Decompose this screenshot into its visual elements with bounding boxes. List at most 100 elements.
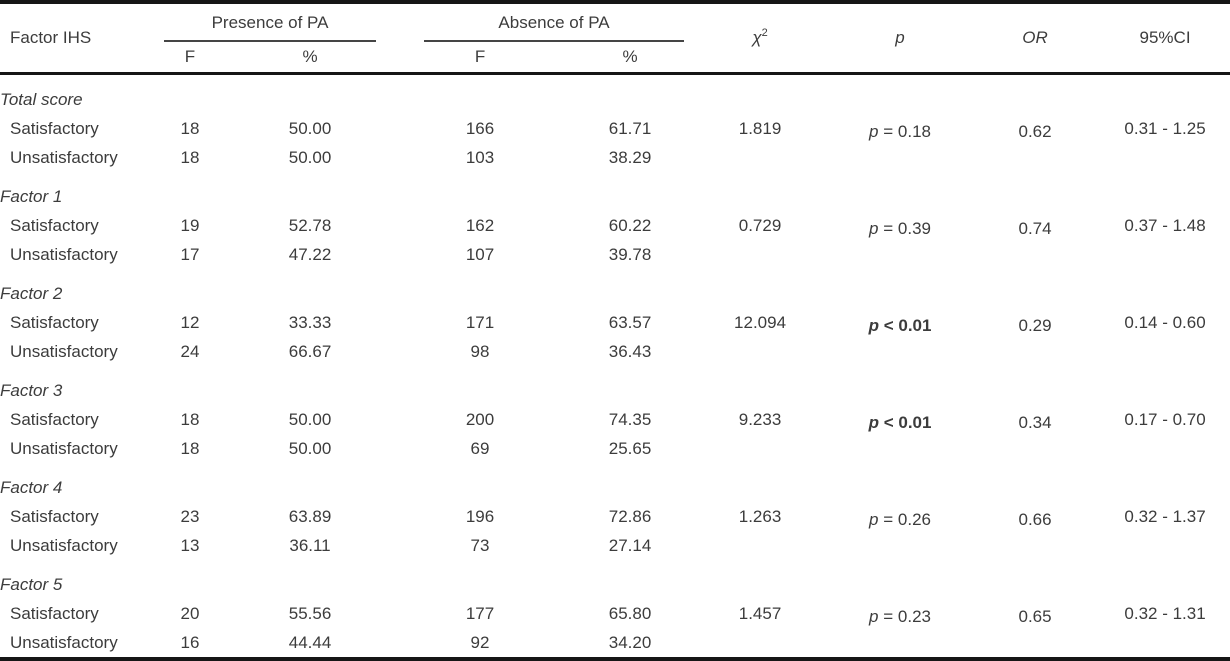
group-label: Factor 1 [0,186,63,206]
empty-cell [830,434,970,463]
presence-f-cell: 18 [180,438,200,458]
empty-cell [690,337,830,366]
absence-f-cell: 171 [465,312,495,332]
ci-cell: 0.17 - 0.70 [1124,409,1206,429]
presence-of-pa-group-header: Presence of PA [150,2,390,42]
table-row: Unsatisfactory 16 44.44 92 34.20 [0,628,1230,659]
group-label: Factor 4 [0,477,63,497]
presence-pct-cell: 50.00 [288,409,332,429]
presence-pct-cell: 52.78 [288,215,332,235]
row-label: Satisfactory [10,409,99,429]
presence-f-cell: 18 [180,147,200,167]
group-label-row: Factor 1 [0,172,1230,211]
or-cell: 0.62 [1018,121,1052,141]
row-label: Unsatisfactory [10,341,118,361]
group-label-row: Total score [0,74,1230,115]
absence-pct-cell: 63.57 [608,312,652,332]
row-label: Unsatisfactory [10,535,118,555]
absence-pct-cell: 61.71 [608,118,652,138]
presence-f-subheader: F [184,47,196,66]
absence-pct-cell: 60.22 [608,215,652,235]
presence-pct-cell: 36.11 [289,535,331,555]
empty-cell [970,434,1100,463]
chi-square-cell: 1.457 [738,603,782,623]
absence-pct-cell: 34.20 [608,632,652,652]
empty-cell [690,143,830,172]
empty-cell [690,628,830,659]
presence-pct-cell: 33.33 [288,312,332,332]
chi-square-cell: 0.729 [738,215,782,235]
absence-f-subheader: F [474,47,486,66]
presence-f-cell: 17 [180,244,200,264]
absence-f-cell: 200 [465,409,495,429]
p-value-cell: p < 0.01 [868,315,932,335]
table-row: Satisfactory 18 50.00 166 61.71 1.819 p … [0,114,1230,143]
absence-f-cell: 166 [465,118,495,138]
empty-cell [1100,240,1230,269]
table-row: Unsatisfactory 17 47.22 107 39.78 [0,240,1230,269]
empty-cell [970,337,1100,366]
empty-cell [830,628,970,659]
presence-f-cell: 13 [180,535,200,555]
table-row: Satisfactory 20 55.56 177 65.80 1.457 p … [0,599,1230,628]
ci-cell: 0.32 - 1.31 [1124,603,1206,623]
empty-cell [830,337,970,366]
p-value-cell: p = 0.26 [869,509,931,529]
p-value-cell: p = 0.39 [869,218,931,238]
absence-pct-subheader: % [622,47,638,66]
absence-pct-cell: 65.80 [608,603,652,623]
empty-cell [690,434,830,463]
chi-square-cell: 9.233 [738,409,782,429]
row-label: Unsatisfactory [10,438,118,458]
presence-pct-cell: 50.00 [288,438,332,458]
empty-cell [830,143,970,172]
presence-pct-cell: 55.56 [288,603,332,623]
presence-pct-cell: 50.00 [288,147,332,167]
group-label-row: Factor 3 [0,366,1230,405]
empty-cell [970,531,1100,560]
group-label: Factor 5 [0,574,63,594]
absence-pct-cell: 38.29 [608,147,652,167]
header-row-groups: Factor IHS Presence of PA Absence of PA … [0,2,1230,47]
empty-cell [690,240,830,269]
row-label: Satisfactory [10,215,99,235]
table-row: Unsatisfactory 24 66.67 98 36.43 [0,337,1230,366]
p-value-cell: p = 0.18 [869,121,931,141]
presence-f-cell: 20 [180,603,200,623]
chi-square-cell: 1.819 [738,118,782,138]
empty-cell [690,531,830,560]
presence-f-cell: 16 [180,632,200,652]
presence-f-cell: 19 [180,215,200,235]
group-label: Factor 2 [0,283,63,303]
empty-cell [1100,531,1230,560]
presence-of-pa-label: Presence of PA [164,4,377,42]
group-label-row: Factor 4 [0,463,1230,502]
absence-f-cell: 196 [465,506,495,526]
row-label: Satisfactory [10,506,99,526]
table-row: Satisfactory 18 50.00 200 74.35 9.233 p … [0,405,1230,434]
row-label: Satisfactory [10,603,99,623]
presence-pct-cell: 47.22 [288,244,332,264]
absence-f-cell: 103 [465,147,495,167]
ci-cell: 0.31 - 1.25 [1124,118,1206,138]
or-cell: 0.74 [1018,218,1052,238]
table-row: Unsatisfactory 13 36.11 73 27.14 [0,531,1230,560]
empty-cell [1100,628,1230,659]
header-row-subcolumns: F % F % [0,42,1230,74]
absence-pct-cell: 27.14 [608,535,652,555]
presence-pct-cell: 66.67 [288,341,332,361]
group-label: Total score [0,89,83,109]
or-cell: 0.66 [1018,509,1052,529]
presence-f-cell: 12 [180,312,200,332]
empty-cell [970,240,1100,269]
absence-of-pa-group-header: Absence of PA [390,2,690,42]
row-label: Unsatisfactory [10,244,118,264]
table-row: Unsatisfactory 18 50.00 69 25.65 [0,434,1230,463]
empty-cell [830,531,970,560]
absence-f-cell: 162 [465,215,495,235]
table-header: Factor IHS Presence of PA Absence of PA … [0,2,1230,74]
empty-cell [1100,434,1230,463]
empty-cell [970,143,1100,172]
absence-f-cell: 177 [465,603,495,623]
group-label: Factor 3 [0,380,63,400]
